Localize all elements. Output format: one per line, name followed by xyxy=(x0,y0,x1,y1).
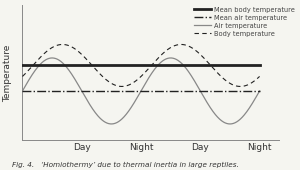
Y-axis label: Temperature: Temperature xyxy=(3,44,12,102)
Legend: Mean body temperature, Mean air temperature, Air temperature, Body temperature: Mean body temperature, Mean air temperat… xyxy=(191,4,298,39)
Text: Fig. 4.   ‘Homiothermy’ due to thermal inertia in large reptiles.: Fig. 4. ‘Homiothermy’ due to thermal ine… xyxy=(12,162,239,168)
